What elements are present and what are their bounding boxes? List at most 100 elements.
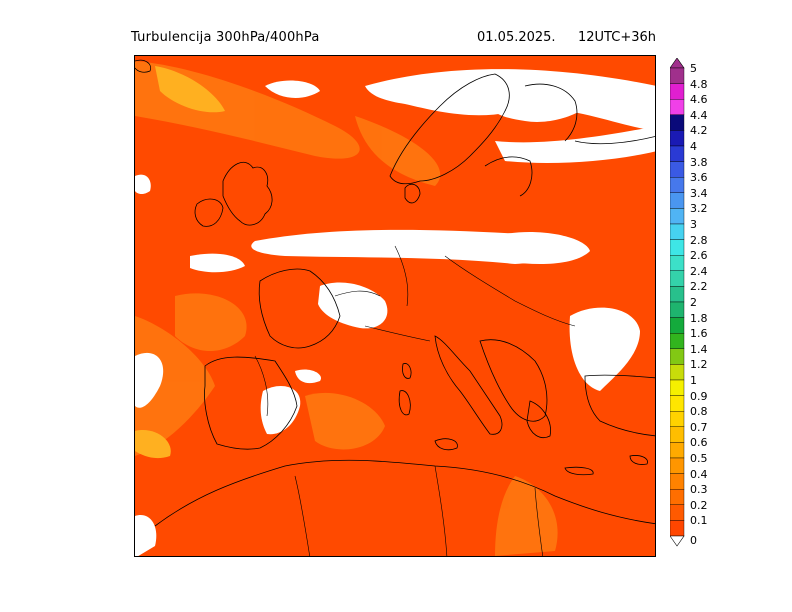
legend-segment	[669, 442, 685, 459]
legend-label: 0.7	[690, 420, 708, 434]
legend-label: 0	[690, 534, 697, 547]
white-patch-morocco	[135, 515, 157, 556]
moderate-area-baltic	[355, 116, 441, 186]
border-iberia	[254, 355, 269, 417]
legend-segment	[669, 130, 685, 147]
legend-segment	[669, 520, 685, 537]
border-eastern-europe	[444, 255, 576, 327]
chart-title: Turbulencija 300hPa/400hPa	[131, 30, 320, 45]
legend-segment	[669, 333, 685, 350]
legend-label: 4.8	[690, 77, 708, 91]
coastline-iberia	[204, 356, 298, 450]
coastline-ireland	[194, 198, 224, 227]
legend-segment	[669, 457, 685, 474]
legend-label: 5	[690, 62, 697, 75]
legend-label: 1.2	[690, 358, 708, 372]
high-area-north-atlantic	[155, 66, 225, 113]
legend-segment	[669, 254, 685, 271]
legend-label: 4.2	[690, 124, 708, 138]
white-patch-atlantic-low	[135, 352, 164, 408]
high-area-west-atlantic	[135, 430, 171, 459]
moderate-area-western-med	[305, 392, 385, 450]
coastlines	[135, 59, 655, 527]
coastline-iceland	[135, 59, 152, 73]
coastline-finland	[524, 83, 578, 142]
border-africa-1	[294, 475, 310, 556]
high-turbulence-areas	[135, 66, 225, 459]
turbulence-map	[134, 55, 656, 557]
legend-label: 2.8	[690, 233, 708, 247]
legend-label: 1	[690, 374, 697, 387]
coastline-france	[258, 268, 341, 349]
coastline-baltic-states	[484, 156, 533, 197]
border-alps	[364, 325, 431, 342]
white-patch-north-island	[265, 80, 320, 98]
coastline-sicily	[434, 438, 458, 451]
coastline-italy	[434, 335, 503, 435]
coastline-russia-west	[574, 136, 655, 145]
white-patch-central-europe	[251, 229, 565, 264]
forecast-date: 01.05.2025.	[477, 30, 556, 45]
legend-label: 0.3	[690, 483, 708, 497]
coastline-british-isles	[222, 161, 273, 226]
legend-segment	[669, 286, 685, 303]
white-patch-atlantic-west	[135, 174, 151, 195]
legend-label: 0.9	[690, 389, 708, 403]
legend-label: 3.2	[690, 202, 708, 216]
legend-segment	[669, 192, 685, 209]
legend-segment	[669, 301, 685, 318]
legend-label: 3.8	[690, 155, 708, 169]
white-patch-spain-east	[260, 386, 301, 435]
legend-segment	[669, 426, 685, 443]
white-patch-scandinavia	[487, 75, 605, 122]
legend-label: 0.4	[690, 467, 708, 481]
legend-label: 4	[690, 140, 697, 153]
white-patch-central-europe-east	[495, 231, 590, 264]
legend-label: 3	[690, 218, 697, 231]
coastline-balkans	[479, 339, 548, 422]
legend-label: 3.6	[690, 171, 708, 185]
no-data-areas	[135, 69, 655, 556]
legend-segment	[669, 208, 685, 225]
legend-label: 1.4	[690, 342, 708, 356]
legend-label: 0.8	[690, 405, 708, 419]
legend-segment	[669, 176, 685, 193]
legend-segment	[669, 379, 685, 396]
legend-label: 4.6	[690, 93, 708, 107]
moderate-area-north-africa	[495, 476, 558, 556]
legend-label: 2.6	[690, 249, 708, 263]
legend-arrow-top	[669, 57, 685, 69]
legend-segment	[669, 317, 685, 334]
coastline-turkey	[584, 374, 655, 437]
legend-segment	[669, 99, 685, 116]
legend-segment	[669, 473, 685, 490]
coastline-sardinia	[398, 390, 411, 416]
coastline-crete	[564, 466, 594, 476]
coastline-scandinavia	[389, 73, 510, 185]
border-france-germany	[334, 290, 381, 297]
legend-label: 0.2	[690, 498, 708, 512]
legend-segment	[669, 83, 685, 100]
legend-label: 2.4	[690, 264, 708, 278]
border-africa-3	[534, 487, 544, 556]
white-patch-iberia-north	[190, 253, 245, 273]
legend-label: 4.4	[690, 108, 708, 122]
coastline-jutland	[404, 183, 421, 204]
legend-label: 0.5	[690, 452, 708, 465]
border-germany-poland	[394, 245, 409, 307]
coastline-cyprus	[629, 455, 648, 465]
white-patch-baltic-east	[495, 126, 655, 163]
legend-label: 1.6	[690, 327, 708, 341]
map-canvas	[135, 59, 655, 556]
legend-segment	[669, 239, 685, 256]
legend-label: 3.4	[690, 186, 708, 200]
white-patch-france	[318, 282, 388, 329]
legend-segment	[669, 161, 685, 178]
legend-label: 0.6	[690, 436, 708, 450]
legend-arrow-bottom	[669, 535, 685, 547]
legend-label: 1.8	[690, 311, 708, 325]
legend-segment	[669, 223, 685, 240]
legend-segment	[669, 114, 685, 131]
legend-segment	[669, 395, 685, 412]
coastline-greece	[526, 400, 551, 438]
